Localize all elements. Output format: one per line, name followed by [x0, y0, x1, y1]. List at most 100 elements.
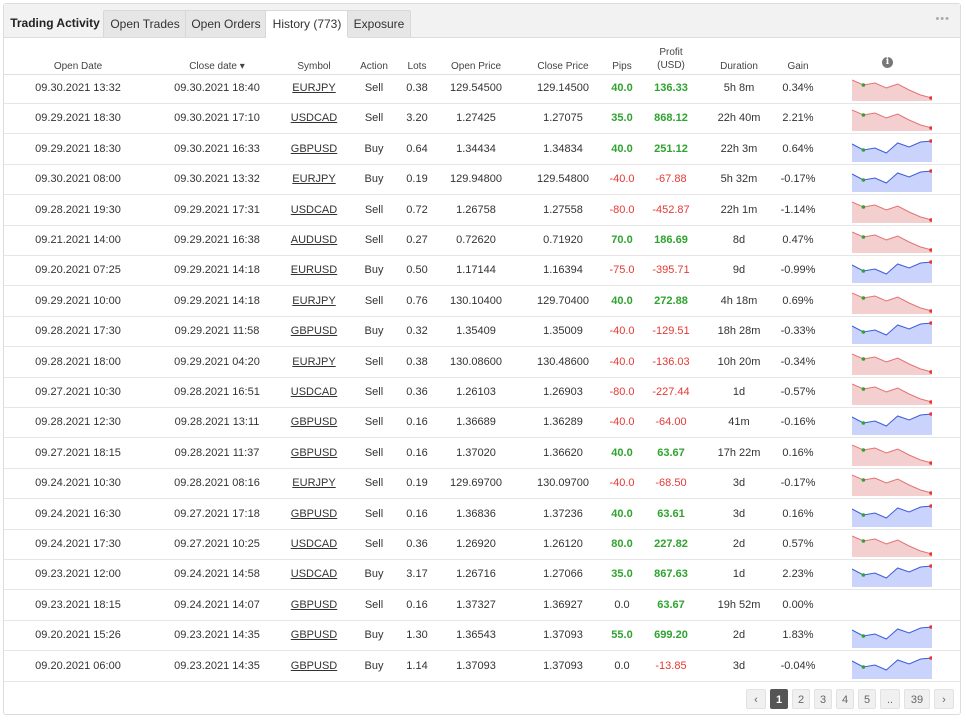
symbol-cell[interactable]: GBPUSD	[282, 591, 346, 621]
table-row[interactable]: 09.24.2021 16:30 09.27.2021 17:18 GBPUSD Se…	[4, 500, 960, 530]
table-row[interactable]: 09.28.2021 12:30 09.28.2021 13:11 GBPUSD Se…	[4, 408, 960, 439]
header-lots[interactable]: Lots	[407, 61, 427, 72]
symbol-cell[interactable]: GBPUSD	[282, 317, 346, 347]
table-row[interactable]: 09.20.2021 15:26 09.23.2021 14:35 GBPUSD Bu…	[4, 621, 960, 652]
symbol-cell[interactable]: GBPUSD	[282, 500, 346, 530]
table-row[interactable]: 09.29.2021 18:30 09.30.2021 16:33 GBPUSD Bu…	[4, 135, 960, 165]
page-button-4[interactable]: 4	[836, 689, 854, 709]
info-icon[interactable]: i	[882, 57, 893, 68]
page-button-2[interactable]: 2	[792, 689, 810, 709]
table-row[interactable]: 09.29.2021 18:30 09.30.2021 17:10 USDCAD Se…	[4, 104, 960, 135]
table-row[interactable]: 09.28.2021 17:30 09.29.2021 11:58 GBPUSD Bu…	[4, 317, 960, 348]
header-symbol[interactable]: Symbol	[297, 61, 331, 72]
table-row[interactable]: 09.28.2021 19:30 09.29.2021 17:31 USDCAD Se…	[4, 196, 960, 226]
tab-exposure[interactable]: Exposure	[347, 10, 411, 37]
symbol-cell[interactable]: USDCAD	[282, 560, 346, 590]
symbol-link[interactable]: USDCAD	[290, 203, 338, 216]
header-duration[interactable]: Duration	[720, 61, 758, 72]
table-row[interactable]: 09.30.2021 08:00 09.30.2021 13:32 EURJPY Bu…	[4, 165, 960, 196]
pips-cell: -40.0	[609, 355, 635, 368]
symbol-link[interactable]: USDCAD	[290, 568, 338, 581]
gain-cell: -0.04%	[780, 659, 816, 672]
close-date-cell: 09.29.2021 16:38	[174, 234, 260, 246]
header-open-date[interactable]: Open Date	[53, 61, 103, 72]
header-pips[interactable]: Pips	[612, 61, 632, 72]
symbol-cell[interactable]: USDCAD	[282, 530, 346, 560]
symbol-cell[interactable]: GBPUSD	[282, 439, 346, 469]
symbol-cell[interactable]: AUDUSD	[282, 226, 346, 256]
symbol-link[interactable]: GBPUSD	[290, 629, 338, 642]
symbol-cell[interactable]: USDCAD	[282, 104, 346, 134]
header-close-date[interactable]: Close date ▾	[189, 61, 245, 72]
duration-cell: 5h 8m	[723, 82, 755, 94]
symbol-link[interactable]: GBPUSD	[290, 142, 338, 155]
page-button-1[interactable]: 1	[770, 689, 788, 709]
symbol-cell[interactable]: EURJPY	[282, 469, 346, 499]
header-profit-line2: (USD)	[657, 60, 685, 71]
header-open-price[interactable]: Open Price	[450, 61, 502, 72]
symbol-cell[interactable]: EURJPY	[282, 74, 346, 104]
table-row[interactable]: 09.20.2021 07:25 09.29.2021 14:18 EURUSD Bu…	[4, 256, 960, 287]
table-row[interactable]: 09.23.2021 12:00 09.24.2021 14:58 USDCAD Bu…	[4, 560, 960, 591]
page-button-39[interactable]: 39	[904, 689, 930, 709]
close-price-cell: 1.16394	[543, 264, 583, 277]
symbol-link[interactable]: GBPUSD	[290, 507, 338, 520]
table-row[interactable]: 09.24.2021 17:30 09.27.2021 10:25 USDCAD Se…	[4, 530, 960, 560]
header-action[interactable]: Action	[360, 61, 388, 72]
prev-page-button[interactable]: ‹	[746, 689, 766, 709]
symbol-cell[interactable]: USDCAD	[282, 196, 346, 226]
sparkline-area	[852, 475, 932, 497]
trade-sparkline	[852, 292, 932, 314]
header-gain[interactable]: Gain	[787, 61, 809, 72]
symbol-cell[interactable]: GBPUSD	[282, 135, 346, 165]
table-row[interactable]: 09.27.2021 18:15 09.28.2021 11:37 GBPUSD Se…	[4, 439, 960, 469]
symbol-link[interactable]: USDCAD	[290, 112, 338, 125]
table-row[interactable]: 09.29.2021 10:00 09.29.2021 14:18 EURJPY Se…	[4, 287, 960, 317]
page-button-3[interactable]: 3	[814, 689, 832, 709]
table-row[interactable]: 09.20.2021 06:00 09.23.2021 14:35 GBPUSD Bu…	[4, 652, 960, 682]
symbol-link[interactable]: USDCAD	[290, 386, 338, 398]
lots-cell: 0.38	[406, 82, 428, 94]
page-button-5[interactable]: 5	[858, 689, 876, 709]
tab-open-trades[interactable]: Open Trades	[103, 10, 187, 37]
symbol-link[interactable]: EURUSD	[290, 264, 338, 277]
pips-cell: 0.0	[614, 598, 630, 611]
symbol-cell[interactable]: EURJPY	[282, 287, 346, 317]
symbol-link[interactable]: GBPUSD	[290, 659, 338, 672]
symbol-cell[interactable]: USDCAD	[282, 378, 346, 408]
symbol-cell[interactable]: GBPUSD	[282, 408, 346, 438]
tab-trading-activity[interactable]: Trading Activity	[10, 16, 100, 30]
symbol-link[interactable]: USDCAD	[290, 538, 338, 550]
pips-cell: 35.0	[611, 568, 633, 581]
symbol-cell[interactable]: EURUSD	[282, 256, 346, 286]
symbol-link[interactable]: GBPUSD	[290, 446, 338, 459]
symbol-link[interactable]: GBPUSD	[290, 325, 338, 338]
tab-history[interactable]: History (773)	[265, 10, 349, 38]
symbol-link[interactable]: EURJPY	[292, 82, 336, 94]
symbol-link[interactable]: GBPUSD	[290, 598, 338, 611]
symbol-cell[interactable]: GBPUSD	[282, 621, 346, 651]
table-row[interactable]: 09.27.2021 10:30 09.28.2021 16:51 USDCAD Se…	[4, 378, 960, 408]
symbol-link[interactable]: EURJPY	[292, 294, 336, 307]
symbol-link[interactable]: AUDUSD	[290, 234, 338, 246]
next-page-button[interactable]: ›	[934, 689, 954, 709]
symbol-cell[interactable]: GBPUSD	[282, 652, 346, 682]
gain-cell: -0.17%	[780, 477, 816, 490]
symbol-link[interactable]: EURJPY	[292, 477, 336, 490]
table-row[interactable]: 09.30.2021 13:32 09.30.2021 18:40 EURJPY Se…	[4, 74, 960, 104]
table-row[interactable]: 09.21.2021 14:00 09.29.2021 16:38 AUDUSD Se…	[4, 226, 960, 256]
symbol-link[interactable]: GBPUSD	[290, 416, 338, 429]
table-row[interactable]: 09.28.2021 18:00 09.29.2021 04:20 EURJPY Se…	[4, 348, 960, 378]
header-close-price[interactable]: Close Price	[537, 61, 589, 72]
symbol-link[interactable]: EURJPY	[292, 355, 336, 368]
symbol-cell[interactable]: EURJPY	[282, 165, 346, 195]
symbol-cell[interactable]: EURJPY	[282, 348, 346, 378]
pips-cell: -40.0	[609, 416, 635, 429]
sparkline-high-marker	[861, 295, 866, 300]
table-row[interactable]: 09.24.2021 10:30 09.28.2021 08:16 EURJPY Se…	[4, 469, 960, 500]
more-options-icon[interactable]: •••	[935, 13, 950, 25]
tab-open-orders[interactable]: Open Orders	[185, 10, 267, 37]
table-row[interactable]: 09.23.2021 18:15 09.24.2021 14:07 GBPUSD Se…	[4, 591, 960, 621]
symbol-link[interactable]: EURJPY	[292, 173, 336, 186]
header-profit[interactable]: Profit (USD)	[638, 46, 704, 72]
